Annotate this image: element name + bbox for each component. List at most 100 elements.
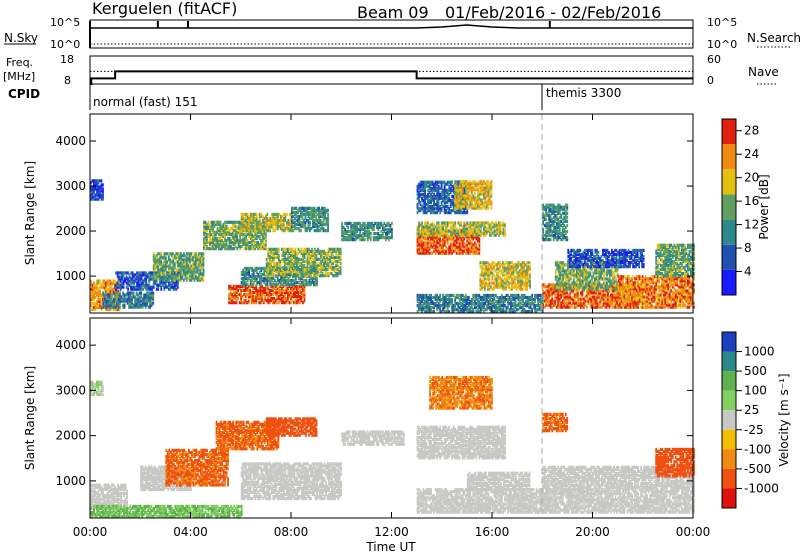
power-cell <box>504 229 506 233</box>
power-cell <box>260 281 263 285</box>
power-cell <box>188 278 191 282</box>
power-cell <box>166 262 169 266</box>
power-cell <box>258 214 261 219</box>
power-cell <box>198 252 200 256</box>
power-cell <box>244 299 247 303</box>
power-cell <box>227 247 229 251</box>
power-cell <box>206 232 208 237</box>
power-cell <box>366 225 369 230</box>
power-cell <box>306 218 308 223</box>
power-cell <box>504 223 506 227</box>
power-cell <box>311 253 313 257</box>
power-cell <box>245 220 248 224</box>
power-cell <box>433 239 436 243</box>
power-cell <box>96 183 98 187</box>
power-cell <box>272 283 275 287</box>
power-cell <box>90 181 92 185</box>
power-cell <box>314 272 316 276</box>
power-cell <box>267 301 270 305</box>
power-cell <box>306 259 309 264</box>
power-cell <box>163 264 166 268</box>
power-cell <box>304 220 307 225</box>
power-cell <box>114 289 116 293</box>
power-cell <box>273 229 276 233</box>
power-cell <box>313 283 315 287</box>
power-cell <box>258 279 261 283</box>
power-cell <box>125 293 127 297</box>
power-cell <box>335 265 338 270</box>
power-cell <box>176 260 179 264</box>
power-cell <box>190 278 193 282</box>
power-cell <box>289 247 292 251</box>
power-cell <box>319 227 322 231</box>
power-cell <box>131 273 134 277</box>
power-cell <box>309 206 311 210</box>
power-cell <box>286 297 289 301</box>
power-cell <box>203 236 205 241</box>
power-cell <box>246 242 249 247</box>
power-cell <box>249 218 252 223</box>
power-heatmap <box>90 179 695 314</box>
power-cell <box>418 243 420 247</box>
power-cell <box>234 286 237 291</box>
power-cell <box>119 285 122 289</box>
power-cell <box>351 231 354 236</box>
power-cell <box>122 275 125 279</box>
power-cell <box>418 241 420 245</box>
power-cell <box>277 259 280 264</box>
power-cell <box>201 278 203 282</box>
power-cell <box>363 231 366 236</box>
power-cell <box>240 292 243 297</box>
power-cell <box>418 251 420 255</box>
power-cell <box>256 292 259 297</box>
power-cell <box>323 267 325 272</box>
power-cell <box>242 234 245 239</box>
power-cell <box>430 235 432 239</box>
power-cell <box>173 276 176 280</box>
power-cell <box>246 283 249 287</box>
power-cell <box>384 227 387 232</box>
power-cell <box>359 223 362 228</box>
power-cell <box>293 279 296 283</box>
power-cell <box>425 237 428 241</box>
power-cell <box>276 297 279 301</box>
power-cell <box>303 218 305 223</box>
power-cell <box>252 227 255 231</box>
power-cell <box>258 212 261 217</box>
power-cell <box>297 292 300 297</box>
power-cell <box>245 281 248 285</box>
power-cell <box>381 233 384 238</box>
power-cell <box>199 264 202 268</box>
power-cell <box>178 256 181 260</box>
power-cell <box>202 260 205 264</box>
power-cell <box>164 274 167 278</box>
power-cell <box>94 301 97 305</box>
power-cell <box>293 284 295 289</box>
power-cell <box>242 272 245 277</box>
power-cell <box>353 221 356 226</box>
power-cell <box>457 245 460 249</box>
power-cell <box>133 287 136 291</box>
power-cell <box>434 241 437 245</box>
power-cell <box>356 233 359 238</box>
power-cell <box>263 247 266 251</box>
power-cell <box>152 274 155 278</box>
power-cell <box>192 266 194 270</box>
power-cell <box>277 257 280 262</box>
power-cell <box>239 232 242 237</box>
power-cell <box>160 272 163 276</box>
power-cell <box>260 274 263 279</box>
power-cell <box>263 226 266 230</box>
power-cell <box>213 234 216 239</box>
power-cell <box>149 275 152 279</box>
power-cell <box>263 236 266 241</box>
power-cell <box>96 197 98 201</box>
power-cell <box>249 216 252 221</box>
power-cell <box>249 240 252 245</box>
power-cell <box>237 245 240 249</box>
power-cell <box>282 222 285 227</box>
power-cell <box>254 220 257 225</box>
power-cell <box>167 283 170 287</box>
power-cell <box>215 232 217 237</box>
power-cell <box>291 253 294 257</box>
